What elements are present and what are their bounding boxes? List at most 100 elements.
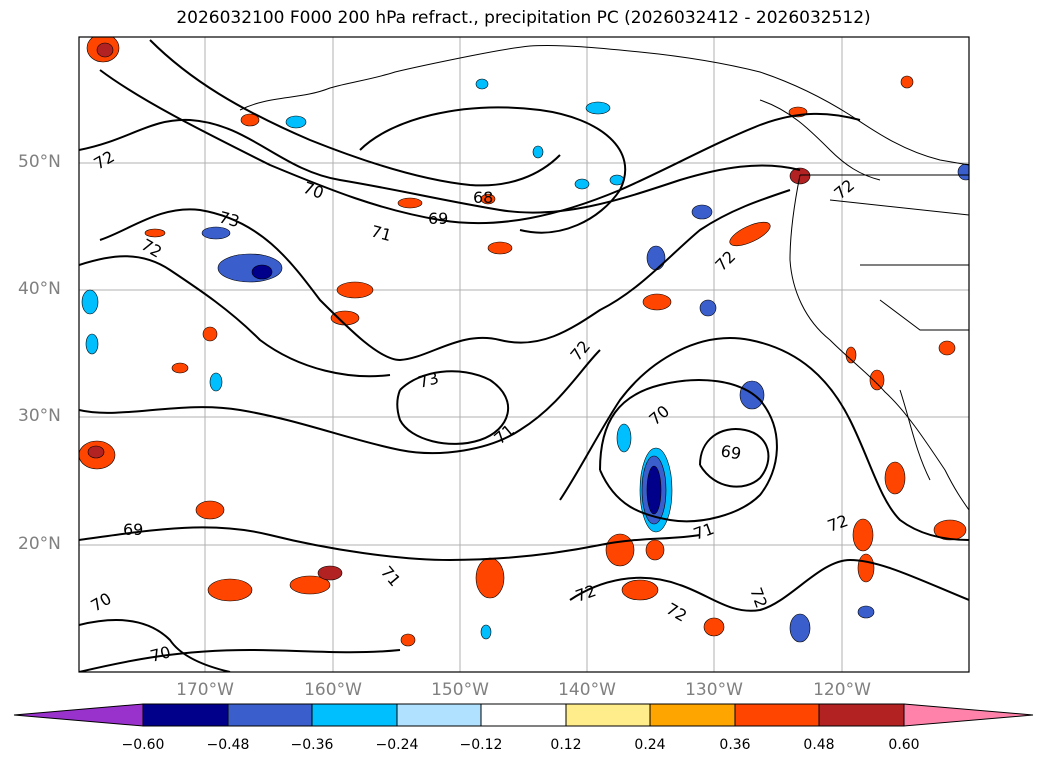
colorbar-segment — [565, 703, 651, 727]
lon-label-150w: 150°W — [431, 680, 489, 700]
precip-blob — [285, 115, 307, 129]
colorbar-segment — [734, 703, 820, 727]
contour-label: 72 — [825, 511, 851, 536]
precip-blob — [207, 578, 253, 602]
contour-line — [99, 69, 861, 225]
precip-blob — [400, 633, 416, 647]
precip-blob — [144, 228, 166, 238]
lat-label-40n: 40°N — [18, 279, 61, 299]
precip-blob — [729, 221, 771, 247]
contour-label: 69 — [428, 209, 448, 228]
precip-blob — [574, 178, 590, 190]
lat-label-50n: 50°N — [18, 152, 61, 172]
contour-label: 69 — [123, 520, 143, 539]
contour-line — [359, 106, 627, 234]
precip-blob — [645, 539, 665, 561]
contour-line — [79, 255, 391, 378]
precip-blob — [789, 613, 811, 643]
precip-blob — [621, 579, 659, 601]
colorbar-extend-right — [903, 703, 1034, 727]
contour-label: 73 — [217, 208, 242, 232]
precip-blob — [852, 518, 874, 552]
contour-line — [559, 337, 969, 541]
contour-line — [99, 189, 791, 362]
precip-blob — [857, 605, 875, 619]
precip-blob — [81, 289, 99, 315]
precip-blob — [857, 553, 875, 583]
colorbar-tick: −0.24 — [375, 737, 419, 753]
precip-blob — [691, 204, 713, 220]
precip-blob — [487, 241, 513, 255]
contour-label: 72 — [830, 175, 858, 203]
precip-blob — [171, 362, 189, 374]
precip-blob — [532, 145, 544, 159]
coastlines — [239, 44, 969, 511]
lat-label-20n: 20°N — [18, 534, 61, 554]
lon-label-140w: 140°W — [558, 680, 616, 700]
precip-blob — [240, 113, 260, 127]
plot-frame — [78, 36, 970, 673]
contour-line — [79, 118, 801, 214]
precip-blob — [938, 340, 956, 356]
contour-label: 68 — [473, 188, 493, 207]
contour-line — [396, 370, 510, 445]
precip-blob — [845, 346, 857, 364]
precip-blob — [933, 519, 967, 541]
colorbar-tick: 0.24 — [634, 737, 666, 753]
precip-blob — [251, 264, 273, 280]
precip-blob — [336, 281, 374, 299]
contour-line — [79, 526, 701, 562]
contour-label: 69 — [719, 441, 742, 463]
precip-blob — [884, 461, 906, 495]
contour-label: 73 — [416, 368, 441, 392]
precip-blob — [289, 575, 331, 595]
colorbar-tick: 0.48 — [803, 737, 835, 753]
contour-label: 72 — [91, 147, 118, 174]
precip-blob — [202, 326, 218, 342]
contour-label: 72 — [711, 247, 739, 275]
precip-blob — [201, 226, 231, 240]
colorbar-segment — [480, 703, 567, 727]
precip-blob — [646, 245, 666, 271]
colorbar-segment — [649, 703, 736, 727]
contour-label: 72 — [663, 599, 690, 626]
gridlines — [79, 37, 969, 672]
colorbar-tick: 0.60 — [888, 737, 920, 753]
precip-blob — [642, 293, 672, 311]
precip-blob — [85, 333, 99, 355]
colorbar — [13, 703, 1034, 727]
contour-label: 71 — [377, 562, 405, 590]
precip-blob — [739, 380, 765, 410]
precip-blob — [646, 465, 662, 515]
colorbar-tick: 0.36 — [719, 737, 751, 753]
contour-label: 71 — [490, 420, 518, 448]
contour-label: 71 — [691, 519, 717, 544]
precip-blob — [475, 557, 505, 599]
precip-blob — [900, 75, 914, 89]
colorbar-segment — [818, 703, 905, 727]
precip-blob — [87, 445, 105, 459]
precip-blob — [703, 617, 725, 637]
contour-line — [699, 428, 770, 488]
lat-label-30n: 30°N — [18, 406, 61, 426]
contour-label: 70 — [301, 178, 327, 203]
precip-blob — [869, 369, 885, 391]
colorbar-segment — [311, 703, 398, 727]
precip-blob — [475, 78, 489, 90]
lon-label-120w: 120°W — [813, 680, 871, 700]
precip-blob — [480, 624, 492, 640]
colorbar-tick: −0.36 — [290, 737, 334, 753]
lon-label-160w: 160°W — [304, 680, 362, 700]
contour-line — [79, 349, 601, 455]
colorbar-tick: −0.48 — [206, 737, 250, 753]
precip-blob — [397, 197, 423, 209]
precip-blob — [699, 299, 717, 317]
precip-blob — [96, 42, 114, 58]
contour-line — [79, 619, 231, 672]
precip-negative-areas — [81, 78, 969, 643]
colorbar-tick: 0.12 — [550, 737, 582, 753]
precip-blob — [195, 500, 225, 520]
precip-blob — [330, 310, 360, 326]
colorbar-segment — [227, 703, 313, 727]
